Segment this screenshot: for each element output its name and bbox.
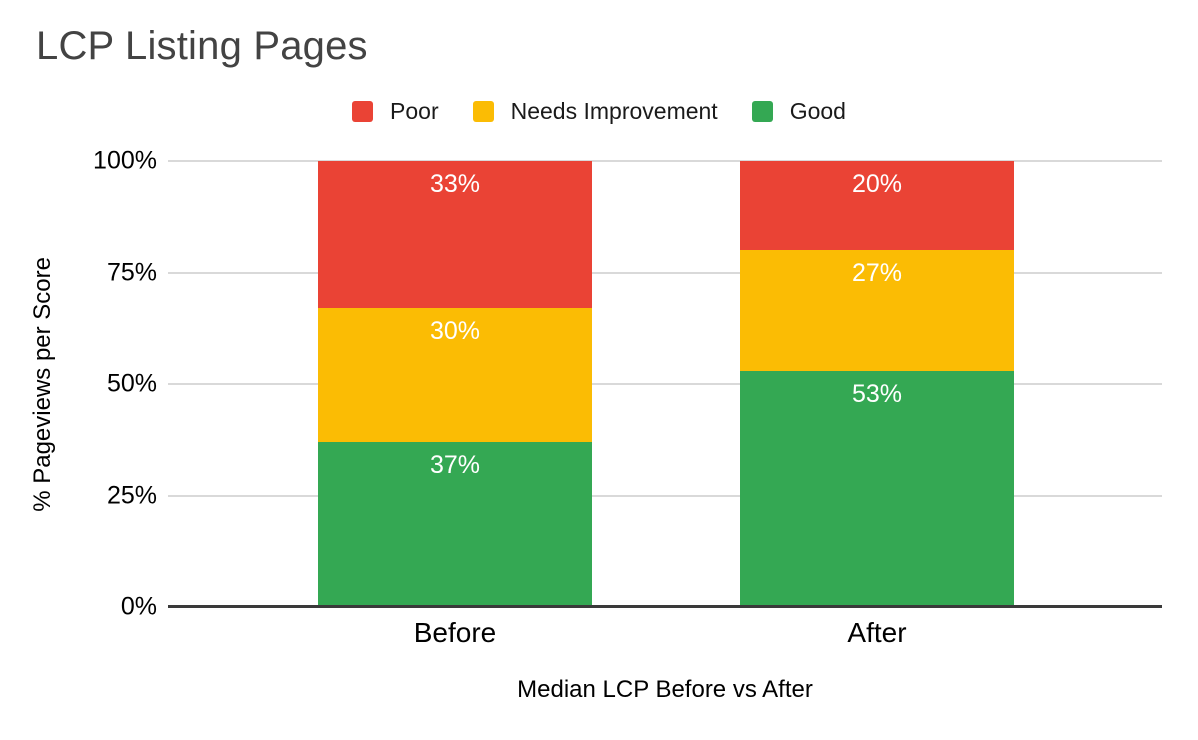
- legend-item-good: Good: [751, 98, 846, 125]
- legend-label-good: Good: [789, 98, 846, 124]
- gridline-50: [168, 383, 1162, 385]
- data-label-after-poor: 20%: [851, 170, 903, 198]
- legend: Poor Needs Improvement Good: [0, 98, 1198, 125]
- legend-item-needs-improvement: Needs Improvement: [472, 98, 718, 125]
- bar-after: 20% 27% 53%: [740, 161, 1014, 607]
- y-tick-100: 100%: [93, 146, 157, 175]
- segment-before-needs-improvement: 30%: [318, 308, 592, 442]
- plot-area: 33% 30% 37% 20% 27% 53%: [168, 160, 1162, 608]
- poor-swatch-icon: [352, 101, 374, 122]
- gridline-25: [168, 494, 1162, 497]
- segment-before-poor: 33%: [318, 161, 592, 309]
- chart-title: LCP Listing Pages: [36, 24, 368, 68]
- gridline-100: [168, 160, 1162, 162]
- legend-item-poor: Poor: [352, 98, 439, 125]
- needs-improvement-swatch-icon: [472, 101, 494, 122]
- good-swatch-icon: [751, 101, 773, 122]
- legend-label-needs-improvement: Needs Improvement: [510, 98, 718, 124]
- data-label-after-needs-improvement: 27%: [851, 259, 903, 288]
- data-label-before-needs-improvement: 30%: [429, 317, 481, 346]
- data-label-after-good: 53%: [851, 379, 903, 408]
- segment-after-good: 53%: [740, 370, 1014, 607]
- data-label-before-good: 37%: [429, 450, 481, 479]
- y-tick-0: 0%: [120, 592, 157, 621]
- bar-before: 33% 30% 37%: [318, 161, 592, 607]
- x-label-after: After: [847, 617, 907, 648]
- y-axis-ticks: 100% 75% 50% 25% 0%: [0, 147, 157, 621]
- y-tick-75: 75%: [106, 258, 157, 286]
- x-axis-line: [168, 605, 1162, 608]
- segment-after-needs-improvement: 27%: [740, 250, 1014, 371]
- y-tick-25: 25%: [106, 481, 157, 509]
- x-label-before: Before: [413, 617, 497, 648]
- segment-before-good: 37%: [318, 441, 592, 607]
- legend-label-poor: Poor: [390, 98, 439, 124]
- x-axis-title: Median LCP Before vs After: [517, 676, 813, 703]
- gridline-75: [168, 271, 1162, 274]
- y-tick-50: 50%: [106, 369, 157, 398]
- data-label-before-poor: 33%: [429, 170, 481, 198]
- segment-after-poor: 20%: [740, 161, 1014, 251]
